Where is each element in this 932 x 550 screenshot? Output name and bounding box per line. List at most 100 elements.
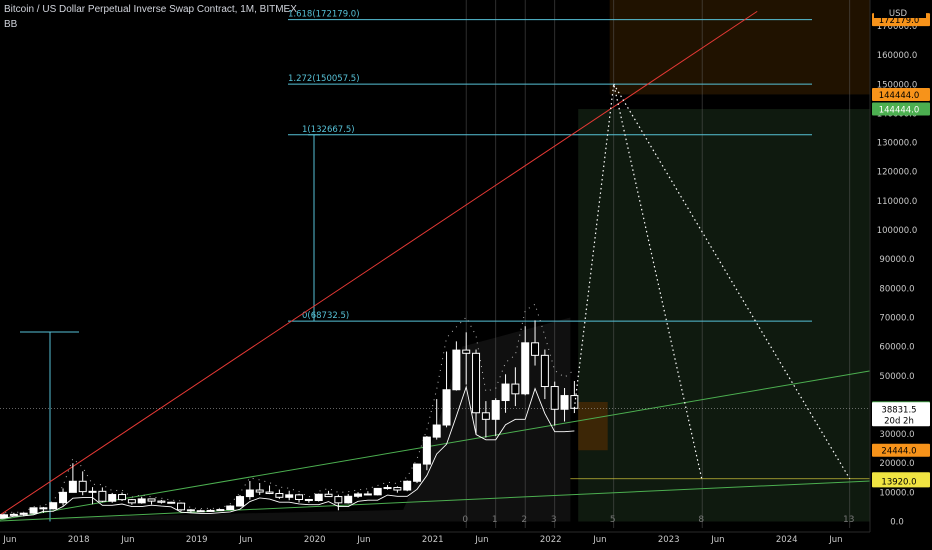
indicator-label[interactable]: BB bbox=[4, 19, 18, 30]
price-badge bbox=[872, 443, 930, 457]
green-trendline-lower bbox=[0, 480, 877, 522]
candle bbox=[452, 349, 461, 391]
cycle-label: 13 bbox=[843, 515, 854, 525]
price-tick-label: 170000.0 bbox=[877, 22, 918, 32]
price-tick-label: 20000.0 bbox=[879, 459, 914, 469]
candle bbox=[206, 509, 215, 512]
price-badge-label: 144444.0 bbox=[879, 106, 920, 116]
candle bbox=[432, 424, 441, 438]
candle bbox=[127, 499, 136, 504]
bollinger-fill bbox=[0, 317, 571, 522]
time-tick-label: Jun bbox=[2, 535, 16, 545]
candle bbox=[216, 509, 225, 512]
price-badge bbox=[872, 87, 930, 101]
fib-level-label: 1.272(150057.5) bbox=[288, 74, 360, 84]
candle bbox=[285, 494, 294, 498]
price-badge-label: 24444.0 bbox=[881, 447, 916, 457]
green-trendline-upper bbox=[0, 369, 877, 521]
time-tick-label: 2023 bbox=[658, 535, 680, 545]
candle bbox=[98, 490, 107, 502]
candle bbox=[265, 491, 274, 495]
candle bbox=[491, 400, 500, 420]
candle bbox=[108, 494, 117, 502]
candle bbox=[501, 383, 510, 402]
candle bbox=[39, 507, 48, 510]
candle bbox=[147, 498, 156, 502]
price-badge bbox=[872, 402, 930, 427]
candle bbox=[413, 463, 422, 482]
candle bbox=[462, 349, 471, 354]
time-tick-label: Jun bbox=[828, 535, 842, 545]
time-tick-label: Jun bbox=[120, 535, 134, 545]
candle bbox=[344, 495, 353, 504]
candle bbox=[373, 487, 382, 496]
price-badge-label: 144444.0 bbox=[879, 91, 920, 101]
candle bbox=[422, 436, 431, 465]
candle bbox=[137, 498, 146, 504]
price-badge-label: 13920.0 bbox=[881, 477, 916, 487]
candle bbox=[167, 501, 176, 504]
time-tick-label: 2018 bbox=[68, 535, 90, 545]
candle bbox=[78, 480, 87, 493]
price-tick-label: 70000.0 bbox=[879, 313, 914, 323]
candle bbox=[363, 493, 372, 496]
candle bbox=[531, 342, 540, 356]
candle bbox=[177, 502, 186, 511]
projection-path-long bbox=[613, 83, 851, 480]
candle bbox=[157, 500, 166, 503]
fib-level-label: 1(132667.5) bbox=[302, 125, 355, 135]
candle bbox=[324, 493, 333, 498]
price-tick-label: 30000.0 bbox=[879, 430, 914, 440]
candle bbox=[393, 487, 402, 491]
candle bbox=[118, 494, 127, 501]
candle bbox=[196, 510, 205, 513]
time-tick-label: 2022 bbox=[540, 535, 562, 545]
candle bbox=[550, 386, 559, 410]
candle bbox=[19, 512, 28, 515]
candle bbox=[521, 342, 530, 395]
candle bbox=[403, 480, 412, 491]
candle bbox=[540, 354, 549, 388]
candle bbox=[226, 505, 235, 511]
candle bbox=[29, 507, 38, 514]
price-tick-label: 130000.0 bbox=[877, 139, 918, 149]
currency-label: USD bbox=[889, 9, 908, 19]
cycle-label: 3 bbox=[551, 515, 557, 525]
price-tick-label: 120000.0 bbox=[877, 168, 918, 178]
candle bbox=[49, 502, 58, 510]
candle bbox=[314, 493, 323, 502]
candle bbox=[275, 493, 284, 498]
price-tick-label: 10000.0 bbox=[879, 488, 914, 498]
cycle-label: 2 bbox=[521, 515, 527, 525]
cycle-label: 1 bbox=[492, 515, 498, 525]
chart-title: Bitcoin / US Dollar Perpetual Inverse Sw… bbox=[4, 4, 297, 15]
price-tick-label: 100000.0 bbox=[877, 226, 918, 236]
time-tick-label: 2021 bbox=[422, 535, 444, 545]
candle bbox=[186, 509, 195, 512]
stop-zone-orange bbox=[578, 401, 608, 451]
red-trendline bbox=[0, 10, 758, 516]
candle bbox=[472, 352, 481, 414]
candle bbox=[88, 490, 97, 493]
cycle-label: 0 bbox=[462, 515, 468, 525]
fib-level-label: 0(68732.5) bbox=[302, 311, 349, 321]
candle bbox=[354, 493, 363, 497]
candle bbox=[511, 383, 520, 395]
time-tick-label: Jun bbox=[474, 535, 488, 545]
time-tick-label: 2024 bbox=[776, 535, 798, 545]
price-tick-label: 160000.0 bbox=[877, 51, 918, 61]
candle bbox=[295, 494, 304, 500]
cycle-label: 8 bbox=[698, 515, 704, 525]
candle bbox=[245, 489, 254, 498]
candle bbox=[59, 491, 68, 504]
candle bbox=[0, 514, 9, 519]
time-tick-label: Jun bbox=[356, 535, 370, 545]
price-badge-label: 172179.0 bbox=[879, 16, 920, 26]
price-badge-label: 38831.5 bbox=[881, 405, 916, 415]
candle bbox=[255, 489, 264, 493]
currency-bg bbox=[874, 8, 926, 18]
candle bbox=[9, 513, 18, 516]
price-tick-label: 0.0 bbox=[890, 518, 904, 528]
candle bbox=[442, 389, 451, 426]
